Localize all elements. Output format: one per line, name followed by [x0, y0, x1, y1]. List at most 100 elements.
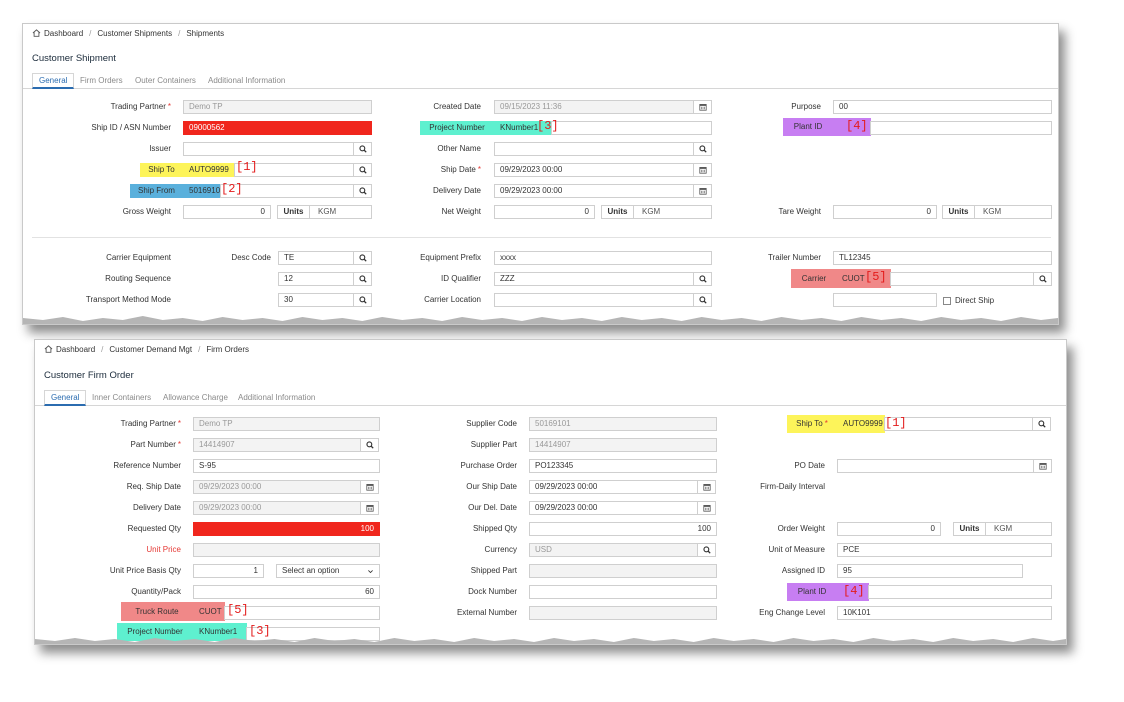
truck-route-field[interactable]: CUOT [193, 602, 225, 621]
our-del-date-field[interactable]: 09/29/2023 00:00 [529, 501, 698, 515]
desc-code-search-button[interactable] [353, 251, 372, 265]
routing-sequence-field[interactable]: 12 [278, 272, 354, 286]
purchase-order-field[interactable]: PO123345 [529, 459, 717, 473]
quantity-pack-label: Quantity/Pack [131, 587, 181, 596]
ship-to-search-button[interactable] [353, 163, 372, 177]
tab-inner-containers[interactable]: Inner Containers [92, 393, 152, 402]
purpose-field[interactable]: 00 [833, 100, 1052, 114]
requested-qty-field[interactable]: 100 [193, 522, 380, 536]
desc-code-field[interactable]: TE [278, 251, 354, 265]
ship-id-field[interactable]: 09000562 [183, 121, 372, 135]
ship-to-field[interactable]: AUTO9999 [183, 163, 235, 177]
tab-additional-information[interactable]: Additional Information [208, 76, 286, 85]
annotation-2: [2] [221, 182, 243, 196]
other-name-search-button[interactable] [693, 142, 712, 156]
tab-outer-containers[interactable]: Outer Containers [135, 76, 196, 85]
desc-code-label: Desc Code [231, 253, 271, 262]
carrier-location-field[interactable] [494, 293, 694, 307]
tare-weight-field[interactable]: 0 [833, 205, 937, 219]
reference-number-field[interactable]: S-95 [193, 459, 380, 473]
order-weight-units[interactable]: Units KGM [953, 522, 1052, 536]
po-date-field[interactable] [837, 459, 1034, 473]
req-ship-date-field[interactable]: 09/29/2023 00:00 [193, 480, 361, 494]
project-number-field-rest[interactable] [551, 121, 712, 135]
ship-from-field[interactable]: 5016910 [183, 184, 221, 198]
equipment-prefix-field[interactable]: xxxx [494, 251, 712, 265]
order-weight-field[interactable]: 0 [837, 522, 941, 536]
part-number-search-button[interactable] [360, 438, 379, 452]
issuer-search-button[interactable] [353, 142, 372, 156]
part-number-field[interactable]: 14414907 [193, 438, 361, 452]
gross-weight-units[interactable]: Units KGM [277, 205, 372, 219]
po-date-calendar-button[interactable] [1033, 459, 1052, 473]
delivery-date-field[interactable]: 09/29/2023 00:00 [494, 184, 694, 198]
unit-of-measure-field[interactable]: PCE [837, 543, 1052, 557]
ship-date-calendar-button[interactable] [693, 163, 712, 177]
assigned-id-field[interactable]: 95 [837, 564, 1023, 578]
direct-ship-code-field[interactable] [833, 293, 937, 307]
tab-additional-information[interactable]: Additional Information [238, 393, 316, 402]
req-ship-date-calendar-button[interactable] [360, 480, 379, 494]
ship-to-label: Ship To * [787, 415, 837, 433]
external-number-field[interactable] [529, 606, 717, 620]
quantity-pack-field[interactable]: 60 [193, 585, 380, 599]
transport-method-field[interactable]: 30 [278, 293, 354, 307]
breadcrumb-dashboard[interactable]: Dashboard [44, 29, 84, 38]
tab-firm-orders[interactable]: Firm Orders [80, 76, 123, 85]
gross-weight-field[interactable]: 0 [183, 205, 271, 219]
plant-id-field-rest[interactable] [868, 585, 1052, 599]
breadcrumb-customer-shipments[interactable]: Customer Shipments [97, 29, 173, 38]
ship-from-search-button[interactable] [353, 184, 372, 198]
routing-sequence-search-button[interactable] [353, 272, 372, 286]
created-date-calendar-button[interactable] [693, 100, 712, 114]
issuer-field[interactable] [183, 142, 354, 156]
trading-partner-field[interactable]: Demo TP [193, 417, 380, 431]
currency-field[interactable]: USD [529, 543, 698, 557]
tab-allowance-charge[interactable]: Allowance Charge [163, 393, 228, 402]
carrier-search-button[interactable] [1033, 272, 1052, 286]
unit-price-field[interactable] [193, 543, 380, 557]
project-number-field[interactable]: KNumber1 [494, 121, 552, 135]
our-ship-date-calendar-button[interactable] [697, 480, 716, 494]
unit-price-basis-select[interactable]: Select an option [276, 564, 380, 578]
search-icon [359, 187, 367, 195]
id-qualifier-search-button[interactable] [693, 272, 712, 286]
net-weight-field[interactable]: 0 [494, 205, 595, 219]
truck-route-field-rest[interactable] [224, 606, 380, 620]
trailer-number-field[interactable]: TL12345 [833, 251, 1052, 265]
currency-search-button[interactable] [697, 543, 716, 557]
ship-id-label: Ship ID / ASN Number [91, 123, 171, 132]
shipped-qty-field[interactable]: 100 [529, 522, 717, 536]
ship-to-field[interactable]: AUTO9999 [837, 415, 885, 433]
tab-general[interactable]: General [44, 390, 87, 406]
unit-price-basis-field[interactable]: 1 [193, 564, 264, 578]
carrier-field-rest[interactable] [890, 272, 1034, 286]
supplier-code-field[interactable]: 50169101 [529, 417, 717, 431]
shipped-part-field[interactable] [529, 564, 717, 578]
tare-weight-units[interactable]: Units KGM [942, 205, 1052, 219]
other-name-field[interactable] [494, 142, 694, 156]
delivery-date-field[interactable]: 09/29/2023 00:00 [193, 501, 361, 515]
trading-partner-field[interactable]: Demo TP [183, 100, 372, 114]
ship-to-search-button[interactable] [1032, 417, 1051, 431]
plant-id-field-rest[interactable] [870, 121, 1052, 135]
carrier-location-search-button[interactable] [693, 293, 712, 307]
our-del-date-calendar-button[interactable] [697, 501, 716, 515]
supplier-part-field[interactable]: 14414907 [529, 438, 717, 452]
unit-price-label: Unit Price [146, 545, 181, 554]
breadcrumb-customer-demand-mgt[interactable]: Customer Demand Mgt [109, 345, 193, 354]
dock-number-field[interactable] [529, 585, 717, 599]
breadcrumb-dashboard[interactable]: Dashboard [56, 345, 96, 354]
ship-date-field[interactable]: 09/29/2023 00:00 [494, 163, 694, 177]
our-ship-date-field[interactable]: 09/29/2023 00:00 [529, 480, 698, 494]
net-weight-units[interactable]: Units KGM [601, 205, 712, 219]
tab-general[interactable]: General [32, 73, 75, 89]
delivery-date-calendar-button[interactable] [360, 501, 379, 515]
direct-ship-checkbox[interactable] [943, 297, 951, 305]
order-weight-label: Order Weight [777, 524, 825, 533]
transport-method-search-button[interactable] [353, 293, 372, 307]
created-date-field[interactable]: 09/15/2023 11:36 [494, 100, 694, 114]
eng-change-level-field[interactable]: 10K101 [837, 606, 1052, 620]
id-qualifier-field[interactable]: ZZZ [494, 272, 694, 286]
delivery-date-calendar-button[interactable] [693, 184, 712, 198]
